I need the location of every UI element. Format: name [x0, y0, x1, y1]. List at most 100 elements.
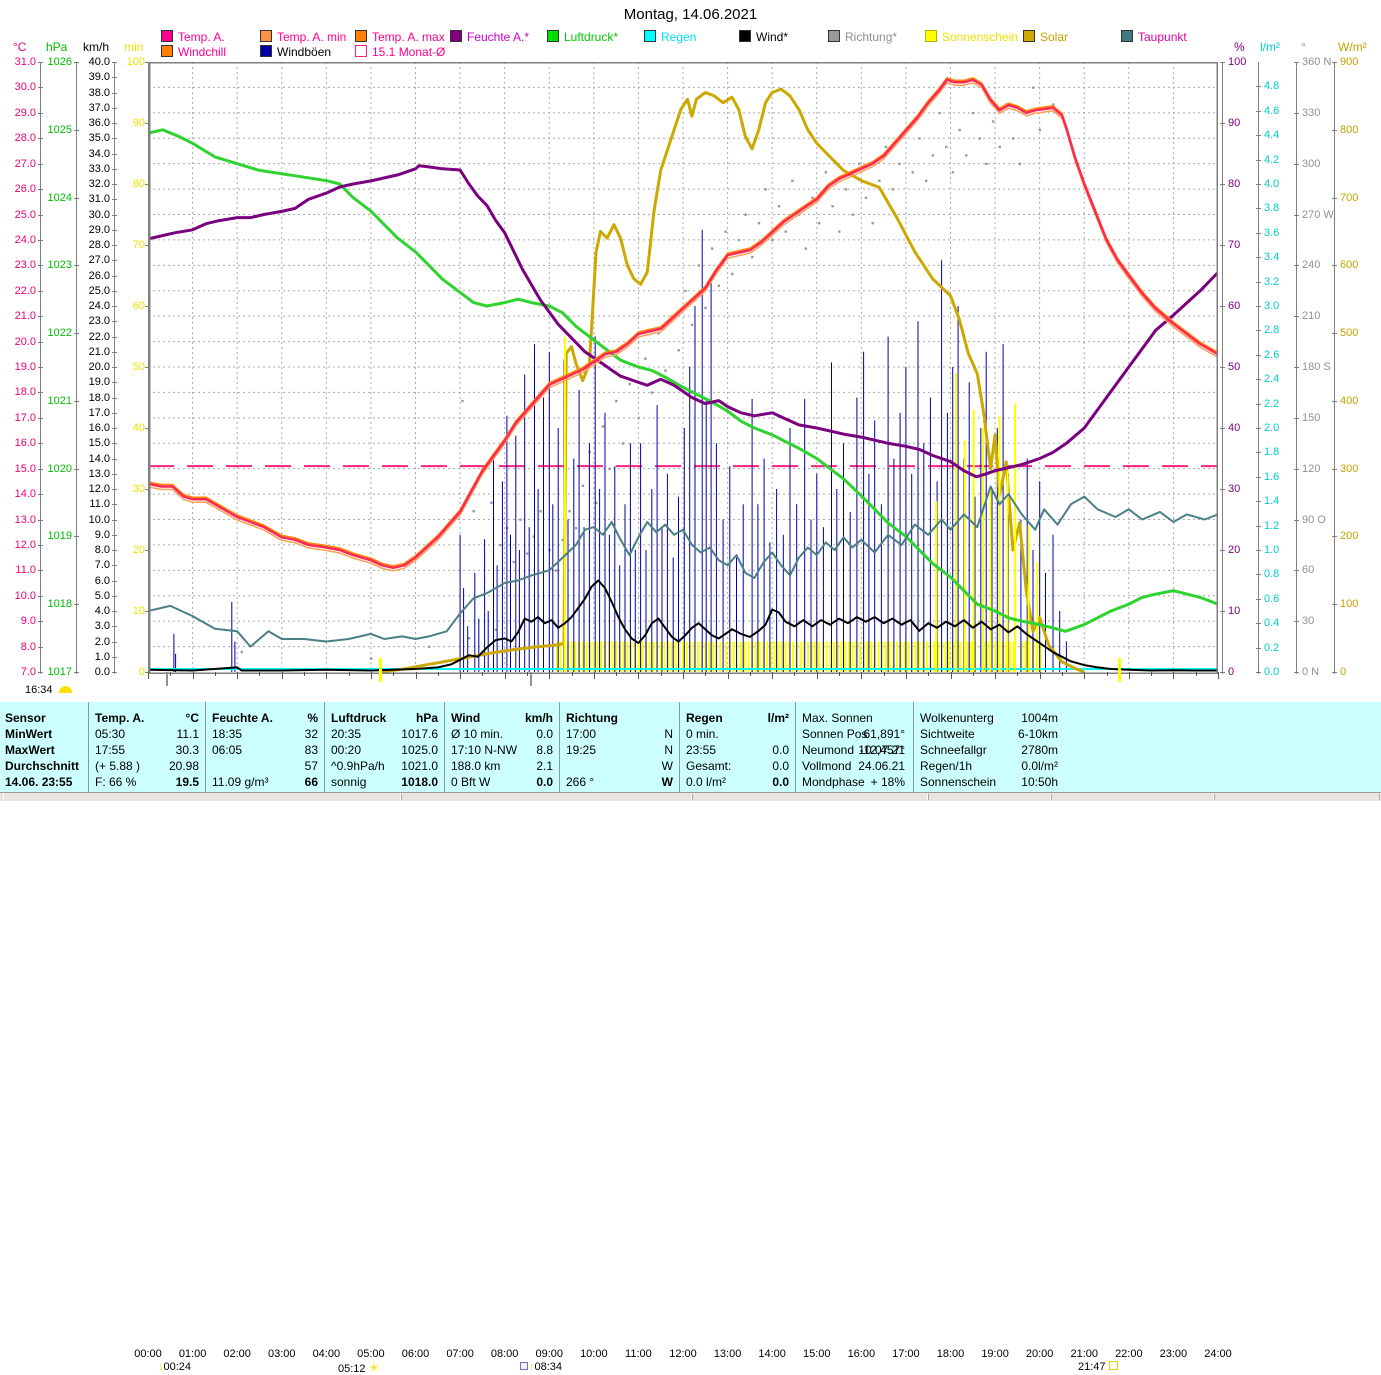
- axis-tick-label: 70: [1228, 239, 1241, 251]
- sonnenschein-bars: [858, 641, 861, 672]
- info-label: Neumond: [802, 743, 855, 757]
- table-cell-value: W: [661, 775, 673, 789]
- axis-tick: [112, 199, 117, 201]
- axis-tick-label: 90: [132, 117, 145, 129]
- axis-tick-label: 15.0: [14, 462, 36, 475]
- axis-tick: [1256, 525, 1261, 527]
- axis-tick: [1294, 214, 1299, 216]
- sunset-mark: [1118, 658, 1122, 682]
- info-label: Sonnenschein: [920, 775, 997, 789]
- table-cell-value: W: [661, 759, 673, 773]
- axis-tick: [38, 239, 43, 241]
- sonnenschein-bars: [937, 641, 940, 672]
- chart-legend: Temp. A. Temp. A. min Temp. A. max Feuchte …: [0, 0, 1381, 60]
- axis-tick-label: 3.4: [1264, 251, 1280, 264]
- table-row: 20:35 1017.6: [331, 726, 438, 742]
- axis-line-pct: [1222, 62, 1223, 674]
- richtung-point: [784, 230, 787, 233]
- richtung-point: [1018, 162, 1022, 166]
- table-row: Max. Sonnen 61,891°: [802, 710, 905, 741]
- table-row: 11.09 g/m³ 66: [212, 774, 318, 790]
- time-axis-minor-tick: [705, 672, 707, 676]
- axis-header-hpa: hPa: [46, 40, 68, 54]
- axis-tick-label: 2.0: [1264, 422, 1280, 434]
- sonnenschein-bars: [810, 641, 813, 672]
- sonnenschein-bars: [959, 641, 962, 672]
- axis-tick-label: 80: [132, 178, 145, 190]
- temp-a-min-swatch: [260, 30, 272, 42]
- info-label: Mondphase: [802, 775, 865, 789]
- time-axis-label: 00:00: [134, 1348, 162, 1360]
- axis-tick: [112, 214, 117, 216]
- axis-tick: [112, 550, 117, 551]
- table-row: 14.06. 23:55: [5, 775, 73, 789]
- legend-swatch: [161, 45, 173, 57]
- time-axis-label: 04:00: [312, 1348, 341, 1360]
- richtung-point: [621, 442, 625, 445]
- sonnenschein-bars: [559, 641, 562, 672]
- table-row: Temp. A. °C: [95, 710, 199, 726]
- sonnenschein-bars: [896, 641, 899, 672]
- axis-tick-label: 360 N: [1302, 56, 1332, 68]
- moon-icon: [520, 1362, 528, 1370]
- richtung-point: [615, 399, 618, 403]
- info-value: 1004m: [1021, 711, 1058, 725]
- table-cell-value: 0.0: [536, 727, 553, 741]
- axis-tick: [1294, 570, 1299, 572]
- axis-tick-label: 25.0: [14, 208, 36, 221]
- axis-tick-label: 26.0: [14, 183, 36, 196]
- axis-tick: [1220, 489, 1225, 490]
- axis-tick-label: 6.0: [94, 574, 110, 587]
- axis-tick: [112, 153, 117, 155]
- axis-header-minutes: min: [124, 40, 144, 54]
- table-section-astro: Max. Sonnen 61,891° Sonnen Pos -12,457° Neum…: [795, 702, 913, 792]
- sonnenschein-bars: [626, 641, 629, 672]
- table-row: Luftdruck hPa: [331, 710, 438, 726]
- richtung-point: [971, 111, 975, 115]
- axis-tick: [1332, 197, 1337, 199]
- axis-tick-label: 15.0: [88, 437, 110, 450]
- axis-tick-label: 2.6: [1264, 348, 1280, 361]
- axis-tick-label: 30.0: [14, 81, 36, 94]
- legend-swatch: [260, 45, 272, 57]
- axis-tick-label: 1025: [47, 123, 72, 136]
- table-row: sonnig 1018.0: [331, 774, 438, 790]
- axis-tick-label: 28.0: [14, 132, 36, 145]
- sonnenschein-bars: [914, 641, 917, 672]
- axis-tick: [1294, 417, 1299, 419]
- axis-tick: [112, 138, 117, 140]
- table-row: (+ 5.88 ) 20.98: [95, 758, 199, 774]
- richtung-point: [657, 332, 660, 335]
- axis-tick: [74, 197, 79, 199]
- sonnenschein-bars: [933, 641, 936, 672]
- legend-label: Solar: [1040, 30, 1069, 44]
- sonnenschein-bars: [685, 641, 688, 672]
- richtung-point: [731, 272, 734, 276]
- time-axis-label: 15:00: [802, 1348, 831, 1360]
- table-row: Regen l/m²: [686, 710, 789, 726]
- time-axis-tick: [861, 672, 863, 679]
- axis-tick: [38, 112, 43, 114]
- axis-tick: [1256, 550, 1261, 551]
- axis-tick-label: 7.0: [94, 559, 110, 572]
- legend-label: Taupunkt: [1138, 30, 1187, 44]
- time-axis-minor-tick: [1151, 672, 1153, 676]
- axis-tick: [1256, 232, 1261, 234]
- axis-tick: [1256, 86, 1261, 88]
- legend-item: Wind*: [739, 30, 788, 44]
- richtung-point: [240, 650, 244, 654]
- axis-tick-label: 19.0: [88, 376, 110, 389]
- sonnenschein-bars: [903, 641, 906, 672]
- time-axis-minor-tick: [170, 672, 172, 676]
- sonnenschein-bars: [622, 641, 625, 672]
- sonnenschein-bars: [773, 641, 776, 672]
- richtung-point: [1038, 128, 1042, 132]
- time-axis-label: 24:00: [1204, 1348, 1232, 1360]
- axis-line-lpm2: [1258, 62, 1259, 674]
- axis-tick-label: 90: [1228, 117, 1241, 129]
- sonnenschein-bars: [907, 641, 910, 672]
- axis-tick-label: 1.6: [1264, 470, 1280, 483]
- axes-layer: °C 7.0 8.0 9.0 10.0 11.0 12.0 13.0 14.0 15.0 16.0 1…: [13, 40, 1367, 678]
- table-cell: 05:30: [95, 727, 126, 741]
- axis-tick: [1256, 428, 1261, 429]
